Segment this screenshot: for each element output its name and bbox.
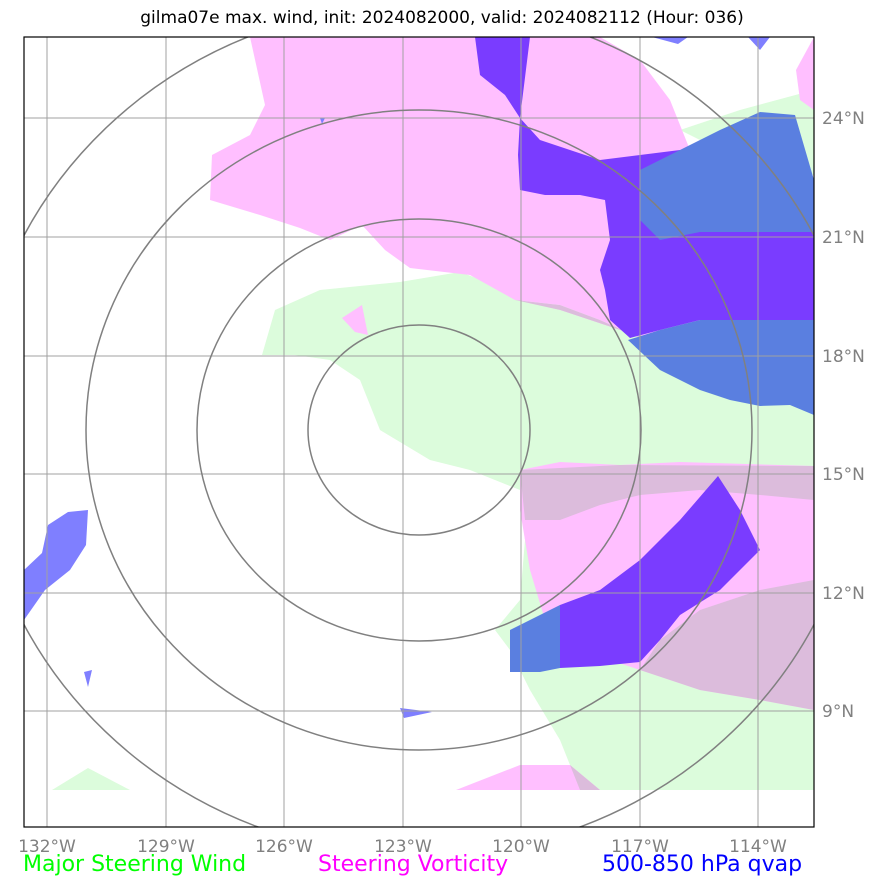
lon-label: 126°W [255,837,313,857]
legend-steering-wind: Major Steering Wind [23,852,247,877]
lat-label: 12°N [822,584,865,604]
lon-label: 114°W [729,837,787,857]
longitude-axis: 132°W 129°W 126°W 123°W 120°W 117°W 114°… [18,837,787,857]
legend-qvap: 500-850 hPa qvap [602,852,803,877]
lat-label: 21°N [822,228,865,248]
map-title: gilma07e max. wind, init: 2024082000, va… [140,8,744,28]
range-rings [24,37,814,827]
qvap-layer [24,37,814,718]
lon-label: 132°W [18,837,76,857]
lat-label: 24°N [822,109,865,129]
lon-label: 117°W [611,837,669,857]
lat-lon-grid [24,37,814,827]
lon-label: 123°W [374,837,432,857]
legend-steering-vorticity: Steering Vorticity [318,852,509,877]
lat-label: 18°N [822,347,865,367]
latitude-axis: 24°N 21°N 18°N 15°N 12°N 9°N [822,109,865,722]
lon-label: 129°W [137,837,195,857]
lat-label: 15°N [822,465,865,485]
map-frame [23,36,815,828]
lon-label: 120°W [492,837,550,857]
lat-label: 9°N [822,702,854,722]
